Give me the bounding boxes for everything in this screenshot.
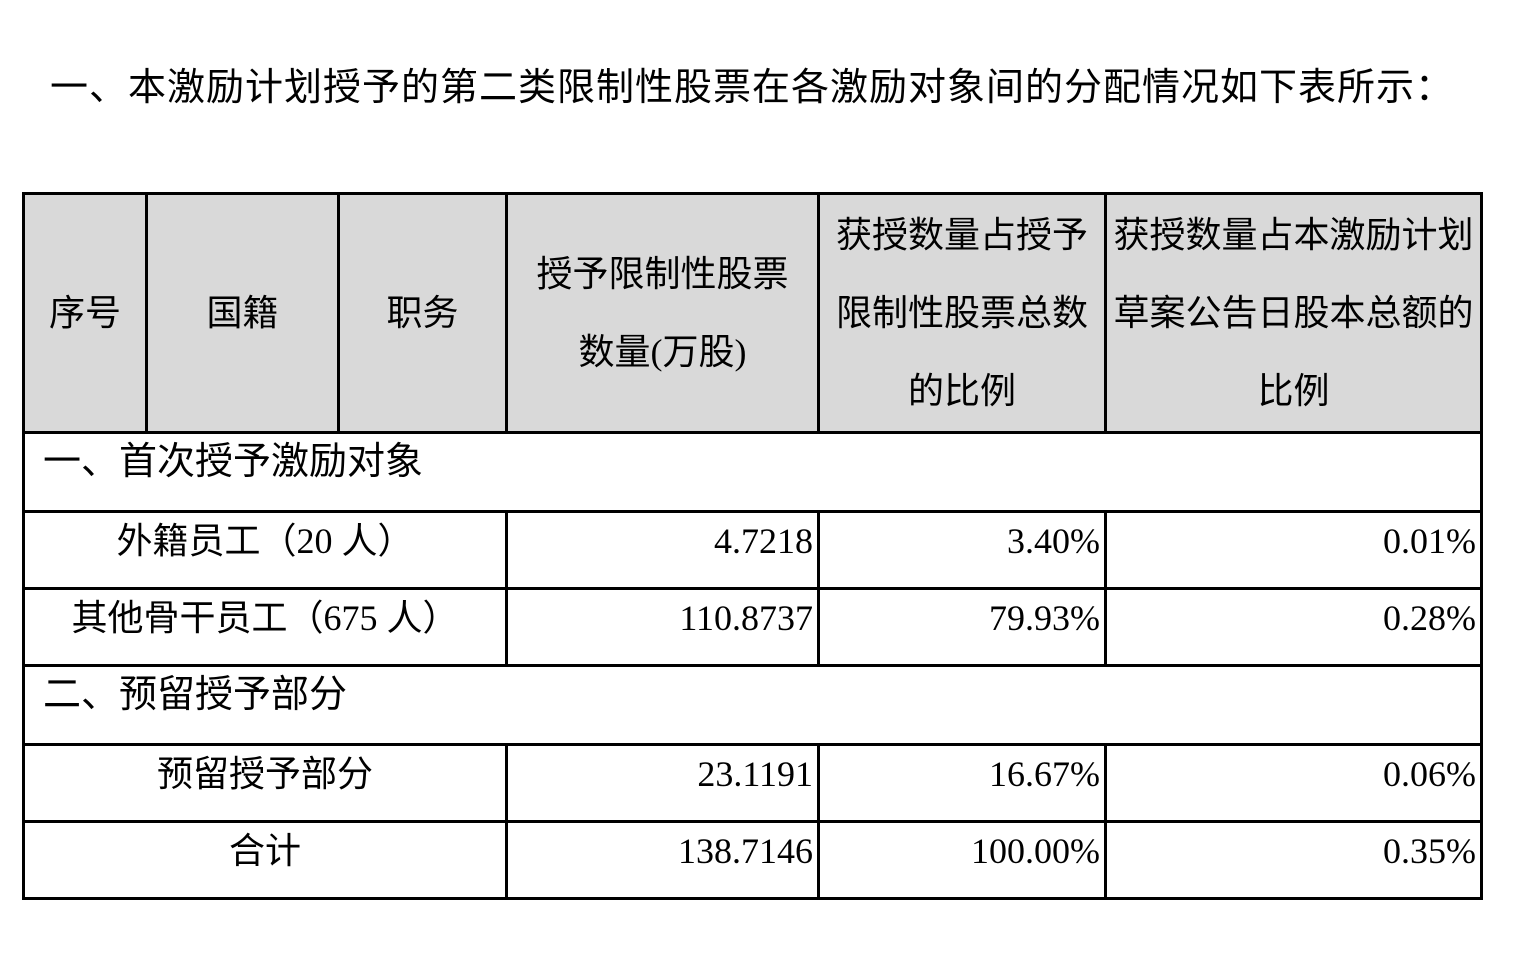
row-shares: 138.7146 (505, 820, 820, 900)
header-pct-total: 获授数量占本激励计划草案公告日股本总额的比例 (1104, 192, 1483, 434)
allocation-table: 序号 国籍 职务 授予限制性股票数量(万股) 获授数量占授予限制性股票总数的比例… (22, 192, 1483, 900)
row-shares: 110.8737 (505, 587, 820, 667)
row-label: 其他骨干员工（675 人） (22, 587, 508, 667)
row-pct-total: 0.01% (1104, 510, 1483, 590)
row-shares: 23.1191 (505, 743, 820, 823)
section-row: 一、首次授予激励对象 (22, 431, 1483, 513)
row-pct-total: 0.35% (1104, 820, 1483, 900)
section-title: 一、首次授予激励对象 (22, 431, 1483, 513)
header-index: 序号 (22, 192, 148, 434)
total-row: 合计 138.7146 100.00% 0.35% (22, 820, 1483, 900)
table-row: 外籍员工（20 人） 4.7218 3.40% 0.01% (22, 510, 1483, 590)
header-nationality: 国籍 (145, 192, 340, 434)
row-pct-grant: 16.67% (817, 743, 1107, 823)
row-pct-grant: 79.93% (817, 587, 1107, 667)
row-label: 外籍员工（20 人） (22, 510, 508, 590)
row-pct-grant: 100.00% (817, 820, 1107, 900)
row-label: 合计 (22, 820, 508, 900)
table-header-row: 序号 国籍 职务 授予限制性股票数量(万股) 获授数量占授予限制性股票总数的比例… (22, 192, 1483, 434)
header-shares: 授予限制性股票数量(万股) (505, 192, 820, 434)
table-row: 其他骨干员工（675 人） 110.8737 79.93% 0.28% (22, 587, 1483, 667)
table-row: 预留授予部分 23.1191 16.67% 0.06% (22, 743, 1483, 823)
row-pct-total: 0.28% (1104, 587, 1483, 667)
row-pct-total: 0.06% (1104, 743, 1483, 823)
section-title: 二、预留授予部分 (22, 664, 1483, 746)
row-pct-grant: 3.40% (817, 510, 1107, 590)
row-label: 预留授予部分 (22, 743, 508, 823)
section-intro-text: 一、本激励计划授予的第二类限制性股票在各激励对象间的分配情况如下表所示： (50, 67, 1455, 109)
header-pct-grant: 获授数量占授予限制性股票总数的比例 (817, 192, 1107, 434)
row-shares: 4.7218 (505, 510, 820, 590)
section-row: 二、预留授予部分 (22, 664, 1483, 746)
header-position: 职务 (337, 192, 508, 434)
